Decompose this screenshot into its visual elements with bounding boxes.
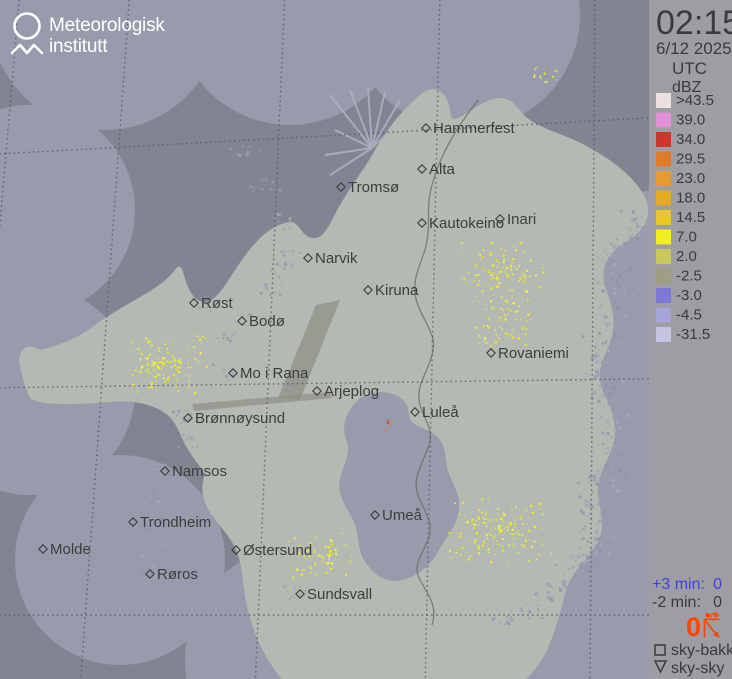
svg-text:Kiruna: Kiruna xyxy=(375,282,419,299)
svg-text:Brønnøysund: Brønnøysund xyxy=(195,410,285,427)
svg-text:>43.5: >43.5 xyxy=(676,92,714,109)
svg-text:0: 0 xyxy=(713,576,722,593)
svg-text:Rovaniemi: Rovaniemi xyxy=(498,345,569,362)
svg-text:29.5: 29.5 xyxy=(676,151,705,168)
svg-text:-31.5: -31.5 xyxy=(676,326,710,343)
svg-text:sky-sky: sky-sky xyxy=(671,660,724,677)
svg-text:-4.5: -4.5 xyxy=(676,307,702,324)
svg-text:UTC: UTC xyxy=(672,59,707,78)
svg-text:-2.5: -2.5 xyxy=(676,268,702,285)
svg-text:Røros: Røros xyxy=(157,566,198,583)
svg-text:Namsos: Namsos xyxy=(172,463,227,480)
svg-text:Umeå: Umeå xyxy=(382,507,423,524)
svg-text:Trondheim: Trondheim xyxy=(140,514,211,531)
svg-text:Tromsø: Tromsø xyxy=(348,179,399,196)
svg-text:Inari: Inari xyxy=(507,211,536,228)
svg-text:0: 0 xyxy=(686,612,701,642)
svg-text:0: 0 xyxy=(713,594,722,611)
svg-text:34.0: 34.0 xyxy=(676,131,705,148)
svg-text:02:15: 02:15 xyxy=(656,4,732,42)
svg-text:Luleå: Luleå xyxy=(422,404,459,421)
svg-text:Hammerfest: Hammerfest xyxy=(433,120,516,137)
svg-text:-2 min:: -2 min: xyxy=(652,594,701,611)
svg-text:institutt: institutt xyxy=(49,36,108,57)
svg-text:Mo i Rana: Mo i Rana xyxy=(240,365,309,382)
svg-text:7.0: 7.0 xyxy=(676,229,697,246)
svg-text:Narvik: Narvik xyxy=(315,250,358,267)
svg-text:Molde: Molde xyxy=(50,541,91,558)
svg-text:Røst: Røst xyxy=(201,295,233,312)
svg-text:sky-bakke: sky-bakke xyxy=(671,642,732,659)
svg-text:Arjeplog: Arjeplog xyxy=(324,383,379,400)
svg-text:Kautokeino: Kautokeino xyxy=(429,215,504,232)
svg-text:Sundsvall: Sundsvall xyxy=(307,586,372,603)
svg-text:Østersund: Østersund xyxy=(243,542,312,559)
svg-text:14.5: 14.5 xyxy=(676,209,705,226)
svg-text:6/12 2025: 6/12 2025 xyxy=(656,39,732,58)
svg-text:Alta: Alta xyxy=(429,161,456,178)
svg-text:Bodø: Bodø xyxy=(249,313,285,330)
svg-text:2.0: 2.0 xyxy=(676,248,697,265)
svg-text:18.0: 18.0 xyxy=(676,190,705,207)
svg-text:+3 min:: +3 min: xyxy=(652,576,705,593)
svg-text:39.0: 39.0 xyxy=(676,112,705,129)
svg-text:Meteorologisk: Meteorologisk xyxy=(49,15,165,36)
svg-text:23.0: 23.0 xyxy=(676,170,705,187)
svg-text:-3.0: -3.0 xyxy=(676,287,702,304)
